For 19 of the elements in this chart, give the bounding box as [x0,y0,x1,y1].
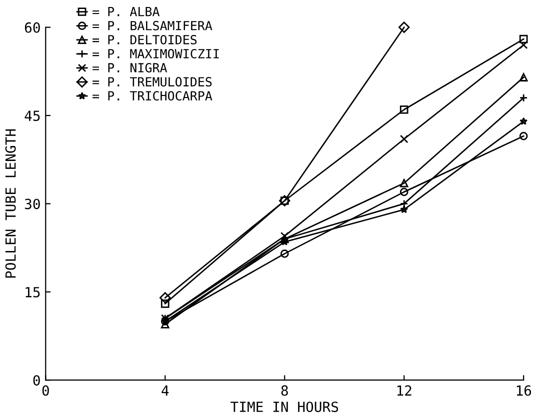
legend-label: = P. ALBA [92,7,160,16]
x-tick-label: 8 [281,385,288,396]
legend-label: = P. BALSAMIFERA [92,20,212,30]
legend-label: = P. DELTOIDES [92,34,197,44]
x-tick-label: 12 [397,385,412,396]
y-tick-label: 45 [24,110,40,122]
y-tick-label: 15 [26,287,40,298]
x-axis-title: TIME IN HOURS [230,402,338,412]
y-tick-label: 30 [24,198,40,210]
legend-label: = P. NIGRA [92,63,168,72]
y-axis-title: POLLEN TUBE LENGTH [5,129,16,278]
y-tick-label: 0 [33,375,40,386]
y-tick-label: 60 [24,22,40,33]
legend-label: = P. TRICHOCARPA [92,91,212,101]
legend-label: = P. MAXIMOWICZII [92,48,219,58]
x-tick-label: 4 [162,385,169,396]
x-tick-label: 16 [516,385,532,396]
x-tick-label: 0 [42,385,49,396]
legend-label: = P. TREMULOIDES [92,77,212,87]
